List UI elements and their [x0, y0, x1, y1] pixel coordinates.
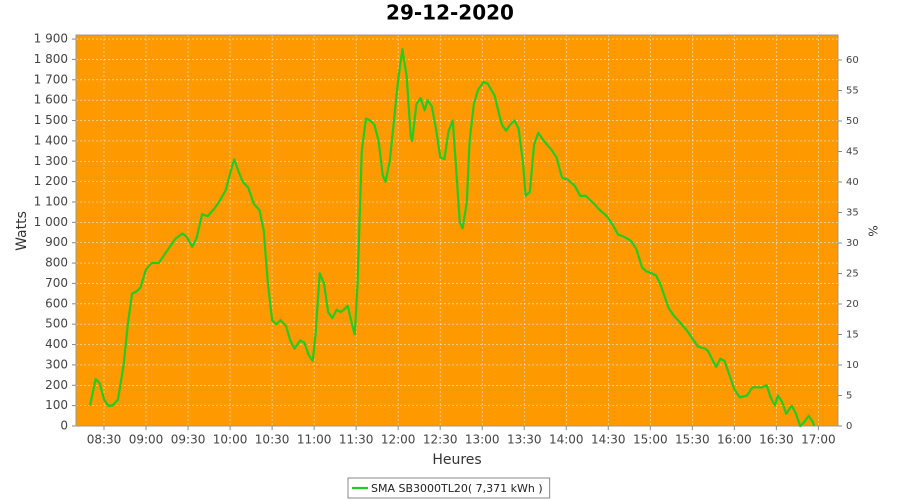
y2-tick-label: 5 — [846, 391, 852, 402]
y-tick-label: 500 — [45, 317, 68, 331]
y-tick-label: 300 — [45, 357, 68, 371]
y-tick-label: 1 600 — [34, 93, 68, 107]
y-tick-label: 600 — [45, 296, 68, 310]
y2-tick-label: 50 — [846, 116, 859, 127]
x-tick-label: 12:30 — [423, 433, 458, 447]
y-tick-label: 1 300 — [34, 154, 68, 168]
y2-tick-label: 60 — [846, 55, 859, 66]
y-tick-label: 1 400 — [34, 133, 68, 147]
y-axis-label: Watts — [14, 211, 30, 251]
legend: SMA SB3000TL20( 7,371 kWh ) — [347, 477, 551, 499]
x-tick-label: 11:00 — [297, 433, 332, 447]
x-tick-label: 08:30 — [87, 433, 122, 447]
y-tick-label: 800 — [45, 256, 68, 270]
plot-border — [75, 34, 839, 427]
plot-area — [76, 35, 838, 426]
x-axis-label: Heures — [432, 452, 481, 468]
series-line — [88, 48, 816, 428]
x-tick-label: 14:00 — [549, 433, 584, 447]
x-tick-label: 10:00 — [213, 433, 248, 447]
y2-tick-label: 0 — [846, 421, 852, 432]
x-tick-label: 13:30 — [507, 433, 542, 447]
y2-tick-label: 55 — [846, 86, 859, 97]
y-tick-label: 1 700 — [34, 72, 68, 86]
y2-tick-label: 45 — [846, 147, 859, 158]
y2-axis-label: % — [866, 225, 880, 236]
x-tick-label: 09:30 — [171, 433, 206, 447]
x-tick-label: 16:00 — [717, 433, 752, 447]
x-tick-label: 13:00 — [465, 433, 500, 447]
y2-tick-label: 15 — [846, 330, 859, 341]
x-tick-label: 16:30 — [759, 433, 794, 447]
y2-tick-label: 40 — [846, 177, 859, 188]
x-tick-label: 17:00 — [801, 433, 836, 447]
y-tick-label: 1 200 — [34, 174, 68, 188]
x-tick-label: 11:30 — [339, 433, 374, 447]
x-tick-label: 14:30 — [591, 433, 626, 447]
legend-box — [347, 477, 551, 499]
y-tick-label: 1 000 — [34, 215, 68, 229]
y2-tick-label: 35 — [846, 208, 859, 219]
x-tick-label: 15:30 — [675, 433, 710, 447]
x-tick-label: 09:00 — [129, 433, 164, 447]
x-tick-label: 12:00 — [381, 433, 416, 447]
y-tick-label: 100 — [45, 398, 68, 412]
y-tick-label: 1 500 — [34, 113, 68, 127]
y2-tick-label: 30 — [846, 238, 859, 249]
y-tick-label: 900 — [45, 235, 68, 249]
y-tick-label: 1 100 — [34, 194, 68, 208]
legend-label: SMA SB3000TL20( 7,371 kWh ) — [371, 482, 543, 495]
y-tick-label: 1 900 — [34, 32, 68, 46]
y2-tick-label: 10 — [846, 360, 859, 371]
x-tick-label: 15:00 — [633, 433, 668, 447]
y-tick-label: 1 800 — [34, 52, 68, 66]
y-tick-label: 700 — [45, 276, 68, 290]
y2-tick-label: 20 — [846, 299, 859, 310]
x-tick-label: 10:30 — [255, 433, 290, 447]
y-tick-label: 0 — [60, 419, 68, 433]
y-tick-label: 200 — [45, 378, 68, 392]
y-tick-label: 400 — [45, 337, 68, 351]
y2-tick-label: 25 — [846, 269, 859, 280]
chart-title: 29-12-2020 — [386, 1, 514, 25]
